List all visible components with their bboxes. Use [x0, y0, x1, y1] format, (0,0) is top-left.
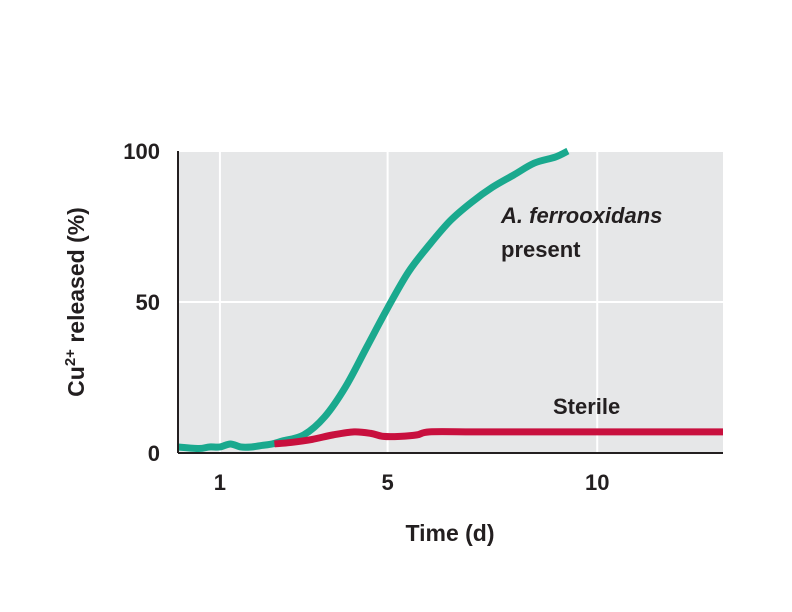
x-tick-label: 1	[214, 470, 226, 495]
y-tick-label: 50	[136, 290, 160, 315]
data-series	[177, 147, 723, 452]
x-tick-label: 5	[381, 470, 393, 495]
label-sterile: Sterile	[553, 394, 620, 419]
series-line-sterile	[274, 428, 723, 448]
y-axis-title-prefix: Cu	[63, 366, 89, 397]
label-ferrooxidans-line1: A. ferrooxidans	[500, 203, 662, 228]
label-ferrooxidans-line2: present	[501, 237, 581, 262]
y-axis-title-superscript: 2+	[62, 349, 79, 366]
y-axis-title-suffix: released (%)	[63, 207, 89, 349]
y-tick-label: 100	[123, 139, 160, 164]
series-line-ferro	[177, 147, 570, 452]
x-tick-label: 10	[585, 470, 609, 495]
y-tick-label: 0	[148, 441, 160, 466]
x-axis-title: Time (d)	[405, 520, 494, 546]
axes	[177, 151, 723, 454]
y-axis-title: Cu2+ released (%)	[62, 207, 89, 397]
